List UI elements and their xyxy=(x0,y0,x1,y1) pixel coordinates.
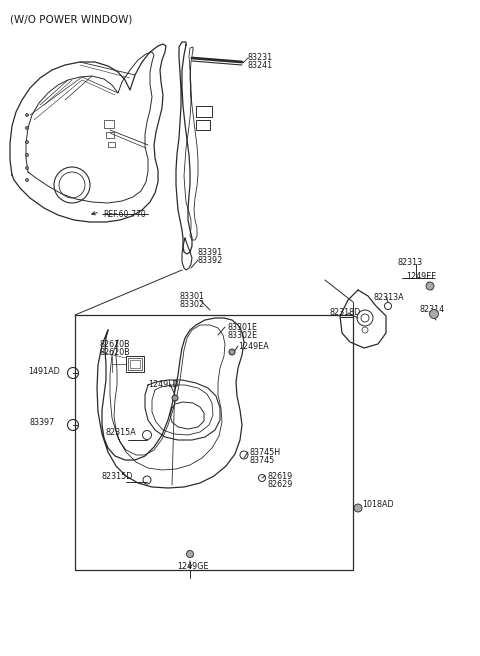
Text: 1491AD: 1491AD xyxy=(28,367,60,376)
Circle shape xyxy=(25,113,28,117)
Text: 83392: 83392 xyxy=(198,256,223,265)
Text: 83745: 83745 xyxy=(250,456,275,465)
Text: 1249GE: 1249GE xyxy=(177,562,209,571)
Text: (W/O POWER WINDOW): (W/O POWER WINDOW) xyxy=(10,15,132,25)
Text: 83301E: 83301E xyxy=(228,323,258,332)
Text: 82315A: 82315A xyxy=(106,428,137,437)
Circle shape xyxy=(354,504,362,512)
Bar xyxy=(128,358,142,370)
Circle shape xyxy=(172,395,178,401)
Text: 1249LD: 1249LD xyxy=(148,380,179,389)
Circle shape xyxy=(25,178,28,182)
Text: 1018AD: 1018AD xyxy=(362,500,394,509)
Circle shape xyxy=(187,550,193,558)
Bar xyxy=(130,360,140,368)
Bar xyxy=(126,356,144,372)
Text: 83241: 83241 xyxy=(248,61,273,70)
Bar xyxy=(108,142,115,147)
Circle shape xyxy=(25,167,28,169)
Circle shape xyxy=(229,349,235,355)
Text: 83391: 83391 xyxy=(198,248,223,257)
Circle shape xyxy=(430,310,439,319)
Bar xyxy=(106,132,114,138)
Text: 82620B: 82620B xyxy=(100,348,131,357)
Text: 82313: 82313 xyxy=(398,258,423,267)
Text: 83231: 83231 xyxy=(248,53,273,62)
Text: 83397: 83397 xyxy=(30,418,55,427)
Text: 1249EA: 1249EA xyxy=(238,342,269,351)
Text: 82314: 82314 xyxy=(420,305,445,314)
Circle shape xyxy=(25,140,28,144)
Text: REF.60-770: REF.60-770 xyxy=(103,210,146,219)
Text: 83301: 83301 xyxy=(180,292,205,301)
Text: 82315D: 82315D xyxy=(102,472,133,481)
Bar xyxy=(104,120,114,128)
Bar xyxy=(75,315,353,570)
Text: 82629: 82629 xyxy=(268,480,293,489)
Circle shape xyxy=(25,154,28,157)
Text: 83302: 83302 xyxy=(180,300,205,309)
Circle shape xyxy=(25,127,28,129)
Text: 82610B: 82610B xyxy=(100,340,131,349)
Circle shape xyxy=(426,282,434,290)
Text: 82619: 82619 xyxy=(268,472,293,481)
Text: 83745H: 83745H xyxy=(250,448,281,457)
Text: 1249EE: 1249EE xyxy=(406,272,436,281)
Text: 83302E: 83302E xyxy=(228,331,258,340)
Bar xyxy=(196,120,210,130)
Text: 82313A: 82313A xyxy=(374,293,405,302)
Bar xyxy=(196,106,212,117)
Text: 82318D: 82318D xyxy=(330,308,361,317)
